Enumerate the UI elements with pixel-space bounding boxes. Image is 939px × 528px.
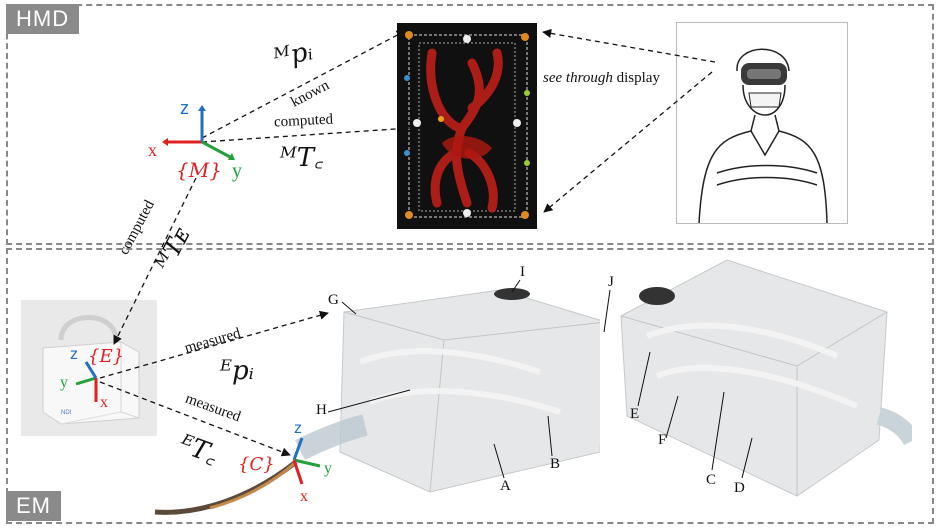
phantom-label-a: A <box>500 478 511 494</box>
c-axis-y-label: y <box>324 460 332 477</box>
arrow-m-to-e <box>113 177 197 345</box>
em-section <box>6 248 934 524</box>
c-axis-z-label: z <box>294 420 302 437</box>
m-axis-x-label: x <box>148 140 157 160</box>
phantom-label-d: D <box>734 480 745 496</box>
frame-c-label: {C} <box>238 454 275 475</box>
em-section-label: EM <box>6 491 61 521</box>
hmd-section <box>6 4 934 245</box>
user-with-headset-drawing <box>676 22 848 224</box>
phantom-label-c: C <box>706 472 717 488</box>
label-computed-hmd: computed <box>273 111 334 131</box>
vessel-hologram-image <box>404 31 530 219</box>
phantom-label-j: J <box>608 274 614 290</box>
phantom-label-g: G <box>328 292 339 308</box>
phantom-label-b: B <box>550 456 561 472</box>
arrow-m-to-catheter <box>201 122 441 143</box>
arrow-e-to-c <box>99 381 291 457</box>
arrow-display-bottom <box>543 71 713 213</box>
e-axis-x-label: x <box>100 394 108 411</box>
label-see-through-display: see through display <box>543 70 660 86</box>
label-m-t-c: ᴹT꜀ <box>280 143 324 173</box>
vascular-phantom-photo-rear <box>617 256 921 500</box>
arrow-display-top <box>542 28 716 63</box>
phantom-label-h: H <box>316 402 327 418</box>
arrow-e-to-points <box>99 310 329 379</box>
frame-e-label: {E} <box>88 346 125 367</box>
svg-text:NDI: NDI <box>61 410 72 416</box>
hmd-section-label: HMD <box>6 4 80 34</box>
phantom-label-f: F <box>658 432 667 448</box>
label-e-p-i: ᴱpᵢ <box>220 356 254 386</box>
arrow-m-to-markers <box>201 30 406 139</box>
e-axis-y-label: y <box>60 374 68 391</box>
c-axis-x-label: x <box>300 488 308 505</box>
phantom-label-i: I <box>520 264 525 280</box>
m-y-axis <box>201 140 233 160</box>
m-axis-y-label: y <box>232 160 242 182</box>
hologram-view-photo <box>397 23 537 229</box>
frame-m-label: {M} <box>176 158 222 182</box>
e-axis-z-label: z <box>70 346 78 363</box>
phantom-label-e: E <box>630 406 640 422</box>
m-axis-z-label: z <box>180 98 189 118</box>
